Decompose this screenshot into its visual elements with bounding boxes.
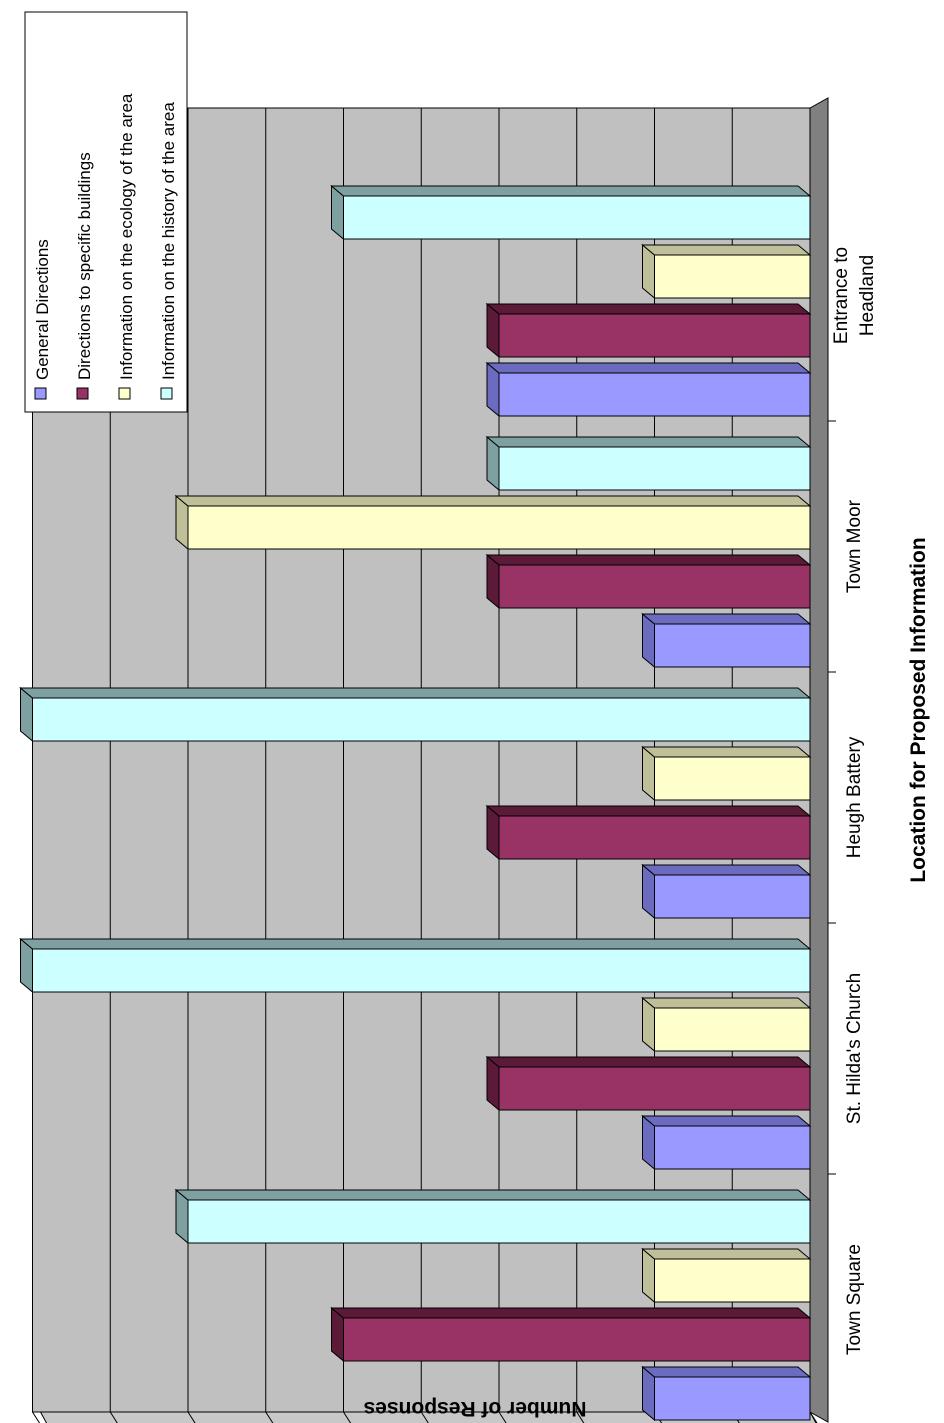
gridline-perspective bbox=[498, 1411, 507, 1423]
bar-side-face bbox=[641, 244, 812, 256]
bar bbox=[654, 623, 811, 668]
legend: General Directions Directions to specific… bbox=[24, 11, 188, 413]
bar-side-face bbox=[641, 746, 812, 758]
bar-side-face bbox=[19, 938, 812, 950]
chart-floor bbox=[809, 97, 829, 1423]
bar bbox=[498, 313, 811, 358]
bar bbox=[187, 1199, 811, 1244]
gridline-perspective bbox=[343, 1411, 352, 1423]
gridline-perspective bbox=[187, 1411, 196, 1423]
legend-swatch bbox=[34, 387, 47, 400]
bar-side-face bbox=[485, 554, 812, 566]
gridline-perspective bbox=[809, 1411, 818, 1423]
side-wall bbox=[39, 1411, 817, 1423]
bar bbox=[654, 1258, 811, 1303]
gridline-perspective bbox=[420, 1411, 429, 1423]
bar-side-face bbox=[330, 185, 812, 197]
x-axis-title: Location for Proposed Information bbox=[907, 537, 930, 882]
bar-side-face bbox=[485, 1056, 812, 1068]
bar bbox=[498, 564, 811, 609]
bar-side-face bbox=[485, 436, 812, 448]
bar bbox=[187, 505, 811, 550]
category-label: Heugh Battery bbox=[844, 736, 865, 858]
bar-side-face bbox=[641, 864, 812, 876]
chart-bars bbox=[19, 184, 812, 1422]
legend-box bbox=[24, 11, 188, 413]
legend-label: Directions to specific buildings bbox=[75, 152, 94, 380]
bar bbox=[654, 756, 811, 801]
legend-swatch bbox=[118, 387, 131, 400]
legend-label: Information on the history of the area bbox=[159, 102, 178, 380]
bar-side-face bbox=[641, 1366, 812, 1378]
bar-side-face bbox=[641, 1248, 812, 1260]
bar bbox=[32, 697, 811, 742]
category-label: St. Hilda's Church bbox=[844, 973, 865, 1124]
bar-side-face bbox=[641, 997, 812, 1009]
legend-label: Information on the ecology of the area bbox=[117, 93, 136, 380]
category-label: Entrance to bbox=[831, 247, 852, 344]
bar-side-face bbox=[485, 303, 812, 315]
y-axis-title: Number of Responses bbox=[364, 1397, 587, 1420]
bar bbox=[654, 1125, 811, 1170]
legend-swatch bbox=[160, 387, 173, 400]
legend-label: General Directions bbox=[33, 239, 52, 380]
gridline-perspective bbox=[265, 1411, 274, 1423]
bar-side-face bbox=[485, 362, 812, 374]
bar-side-face bbox=[174, 1189, 812, 1201]
bar-side-face bbox=[641, 613, 812, 625]
category-label: Headland bbox=[857, 255, 878, 336]
bar-side-face bbox=[19, 687, 812, 699]
bar bbox=[654, 254, 811, 299]
bar bbox=[654, 1376, 811, 1421]
category-label: Town Square bbox=[844, 1244, 865, 1355]
bar bbox=[343, 195, 811, 240]
gridline-perspective bbox=[32, 1411, 41, 1423]
bar bbox=[498, 446, 811, 491]
bar bbox=[498, 1066, 811, 1111]
bar bbox=[654, 874, 811, 919]
category-label: Town Moor bbox=[844, 499, 865, 593]
bar bbox=[498, 815, 811, 860]
bar-side-face bbox=[330, 1307, 812, 1319]
gridline-perspective bbox=[109, 1411, 118, 1423]
bar bbox=[343, 1317, 811, 1362]
bar-side-face bbox=[485, 805, 812, 817]
gridline-perspective bbox=[576, 1411, 585, 1423]
bar bbox=[498, 372, 811, 417]
legend-swatch bbox=[76, 387, 89, 400]
bar bbox=[32, 948, 811, 993]
bar-side-face bbox=[641, 1115, 812, 1127]
bar bbox=[654, 1007, 811, 1052]
bar-side-face bbox=[174, 495, 812, 507]
